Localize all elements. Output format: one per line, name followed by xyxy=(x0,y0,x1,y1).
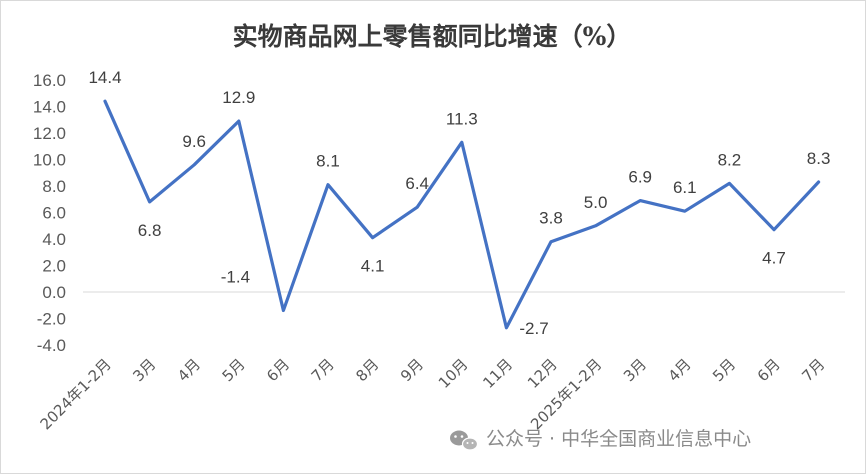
y-tick-label: 10.0 xyxy=(33,151,66,170)
x-tick-label: 6月 xyxy=(263,355,293,385)
x-tick-label: 7月 xyxy=(798,355,828,385)
x-tick-label: 4月 xyxy=(174,355,204,385)
wechat-icon xyxy=(450,430,479,451)
x-tick-label: 2024年1-2月 xyxy=(37,355,115,433)
y-tick-label: 12.0 xyxy=(33,124,66,143)
y-tick-label: 6.0 xyxy=(42,204,66,223)
x-tick-label: 7月 xyxy=(308,355,338,385)
data-label: 8.1 xyxy=(316,152,340,171)
y-tick-label: -2.0 xyxy=(37,310,66,329)
x-tick-label: 4月 xyxy=(665,355,695,385)
data-label: 11.3 xyxy=(446,109,478,128)
data-labels: 14.4 6.8 9.6 12.9 -1.4 8.1 4.1 6.4 11.3 -2.7 3.8 5.… xyxy=(88,68,830,338)
y-tick-label: 16.0 xyxy=(33,71,66,90)
y-tick-label: 2.0 xyxy=(42,257,66,276)
chart-title: 实物商品网上零售额同比增速（%） xyxy=(233,22,632,51)
data-label: 4.7 xyxy=(762,249,786,268)
x-tick-label: 3月 xyxy=(129,355,159,385)
y-tick-label: 4.0 xyxy=(42,230,66,249)
x-axis-ticks: 2024年1-2月 3月 4月 5月 6月 7月 8月 9月 10月 11月 12月2025年1-2… xyxy=(37,355,829,433)
x-tick-label: 6月 xyxy=(754,355,784,385)
x-tick-label: 8月 xyxy=(352,355,382,385)
data-label: 8.3 xyxy=(807,149,831,168)
x-tick-label: 12月 xyxy=(524,355,561,392)
data-label: 14.4 xyxy=(88,68,121,87)
y-tick-label: -4.0 xyxy=(37,336,66,355)
y-tick-label: 14.0 xyxy=(33,98,66,117)
x-tick-label: 11月 xyxy=(479,355,516,392)
data-label: 6.4 xyxy=(405,174,429,193)
series-line xyxy=(103,99,821,330)
watermark-text: 公众号 · 中华全国商业信息中心 xyxy=(486,428,751,450)
y-tick-label: 0.0 xyxy=(42,283,66,302)
x-tick-label: 5月 xyxy=(709,355,739,385)
x-tick-label: 5月 xyxy=(219,355,249,385)
watermark: 公众号 · 中华全国商业信息中心 xyxy=(450,428,751,451)
data-label: 6.1 xyxy=(673,178,697,197)
data-label: 12.9 xyxy=(222,88,255,107)
data-label: -1.4 xyxy=(221,268,250,287)
x-tick-label: 3月 xyxy=(620,355,650,385)
y-tick-label: 8.0 xyxy=(42,177,66,196)
data-label: 6.8 xyxy=(138,221,162,240)
data-label: 9.6 xyxy=(182,132,206,151)
data-label: 6.9 xyxy=(628,168,652,187)
x-tick-label: 10月 xyxy=(435,355,472,392)
data-label: 3.8 xyxy=(539,209,563,228)
y-axis-ticks: 16.0 14.0 12.0 10.0 8.0 6.0 4.0 2.0 0.0 -2.0 -4.0 xyxy=(33,71,66,355)
x-tick-label: 9月 xyxy=(397,355,427,385)
data-label: 5.0 xyxy=(584,193,608,212)
data-label: 4.1 xyxy=(361,257,385,276)
data-label: 8.2 xyxy=(718,150,742,169)
data-label: -2.7 xyxy=(519,319,548,338)
